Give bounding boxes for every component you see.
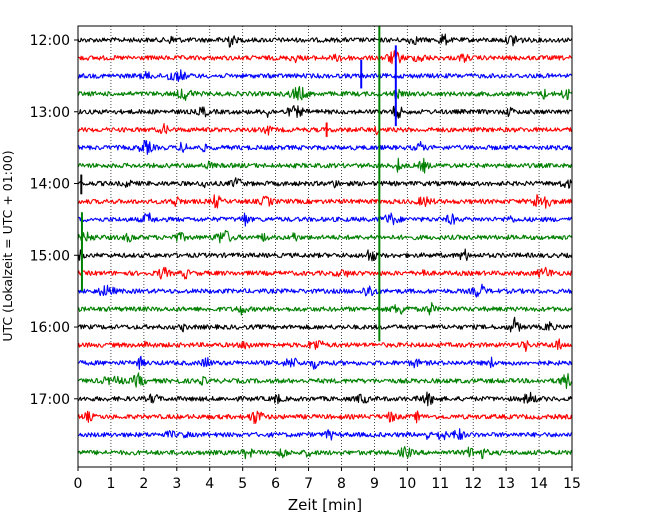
x-tick-label: 2	[139, 476, 148, 492]
x-tick-label: 4	[205, 476, 214, 492]
x-tick-label: 10	[398, 476, 416, 492]
trace-line	[77, 33, 573, 48]
trace-line	[77, 372, 573, 390]
y-axis-label: UTC (Lokalzeit = UTC + 01:00)	[0, 150, 15, 341]
x-tick-label: 14	[530, 476, 548, 492]
trace-line	[77, 69, 573, 82]
x-tick-label: 6	[271, 476, 280, 492]
trace-line	[77, 391, 573, 407]
y-tick-label: 12:00	[30, 33, 70, 49]
x-tick-label: 1	[106, 476, 115, 492]
x-tick-label: 0	[74, 476, 83, 492]
x-axis-label: Zeit [min]	[288, 496, 362, 514]
trace-line	[77, 85, 573, 101]
trace-line	[77, 229, 573, 244]
trace-line	[77, 266, 573, 280]
y-tick-label: 15:00	[30, 248, 70, 264]
plot-frame	[77, 25, 573, 468]
trace-line	[77, 105, 573, 119]
trace-line	[77, 122, 573, 136]
x-axis-ticks: 0 1 2 3 4 5 6 7 8 9 10 11 12 13 14 15	[74, 467, 581, 492]
x-tick-label: 7	[304, 476, 313, 492]
trace-line	[77, 302, 573, 316]
x-tick-label: 11	[431, 476, 449, 492]
y-tick-label: 13:00	[30, 105, 70, 121]
trace-line	[77, 283, 573, 298]
trace-line	[77, 177, 573, 189]
x-tick-label: 5	[238, 476, 247, 492]
x-tick-label: 12	[464, 476, 482, 492]
trace-line	[77, 140, 573, 155]
trace-line	[77, 316, 573, 333]
trace-line	[77, 50, 573, 65]
trace-line	[77, 157, 573, 174]
y-tick-label: 16:00	[30, 320, 70, 336]
trace-line	[77, 355, 573, 370]
x-tick-label: 13	[497, 476, 515, 492]
trace-line	[77, 194, 573, 209]
trace-line	[77, 428, 573, 441]
event-spikes	[80, 25, 397, 342]
x-tick-label: 15	[563, 476, 581, 492]
y-tick-label: 14:00	[30, 177, 70, 193]
trace-lines	[77, 33, 573, 460]
trace-line	[77, 248, 573, 262]
y-tick-label: 17:00	[30, 392, 70, 408]
x-tick-label: 8	[337, 476, 346, 492]
y-axis-ticks: 12:00 13:00 14:00 15:00 16:00 17:00	[30, 33, 78, 408]
x-tick-label: 9	[370, 476, 379, 492]
x-tick-label: 3	[172, 476, 181, 492]
trace-line	[77, 338, 573, 353]
trace-line	[77, 212, 573, 227]
trace-line	[77, 446, 573, 460]
trace-line	[77, 410, 573, 425]
